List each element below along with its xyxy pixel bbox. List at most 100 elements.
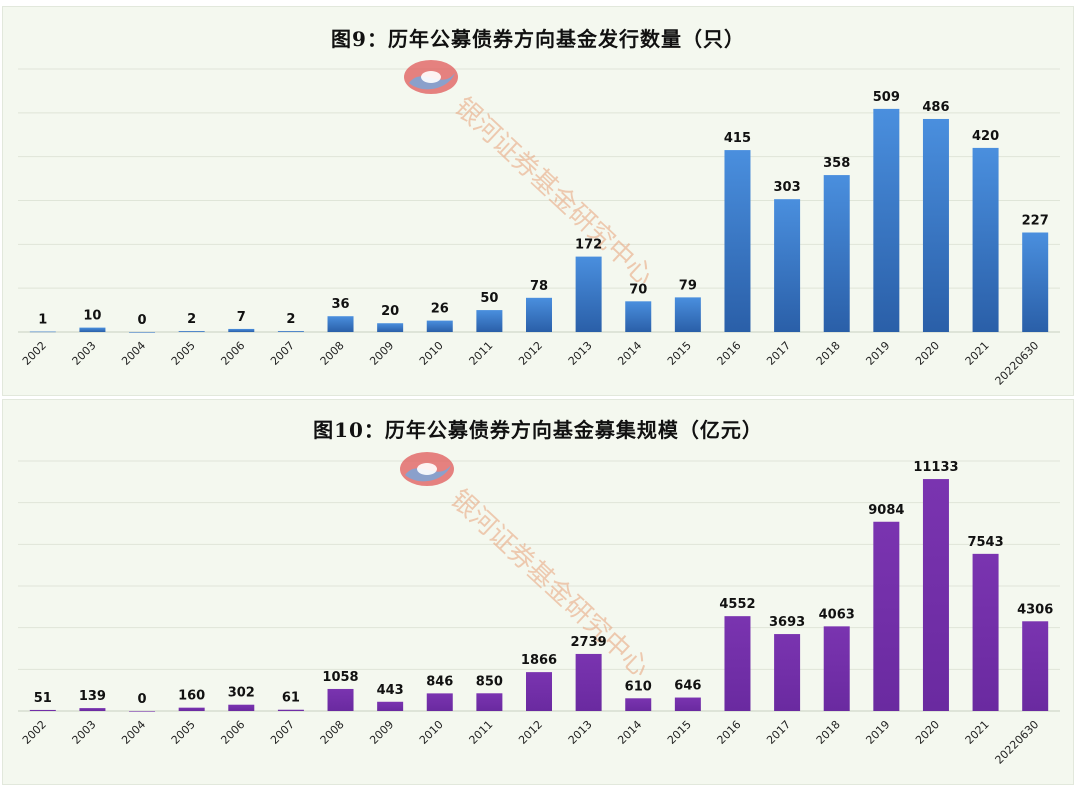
data-label: 0 [138, 313, 147, 328]
data-label: 509 [873, 90, 900, 105]
x-tick-label: 20220630 [993, 339, 1042, 388]
bar [823, 626, 850, 711]
x-tick-label: 2015 [665, 718, 694, 747]
x-tick-label: 2008 [318, 339, 347, 368]
x-tick-label: 2012 [516, 718, 545, 747]
data-label: 70 [629, 282, 647, 297]
x-tick-label: 2018 [814, 718, 843, 747]
bar [377, 323, 404, 332]
data-label: 3693 [769, 615, 805, 630]
x-tick-label: 2003 [70, 339, 99, 368]
x-tick-label: 2019 [863, 339, 892, 368]
x-tick-label: 2020 [913, 339, 942, 368]
data-label: 79 [679, 278, 697, 293]
bar [724, 150, 751, 332]
bar [674, 297, 701, 332]
data-label: 646 [674, 679, 701, 694]
x-tick-label: 2021 [963, 718, 992, 747]
chart-title: 图10：历年公募债券方向基金募集规模（亿元） [313, 418, 763, 442]
bar [29, 709, 56, 711]
data-label: 78 [530, 279, 548, 294]
watermark-logo-icon [404, 60, 458, 94]
x-tick-label: 2004 [119, 339, 148, 368]
data-label: 20 [381, 304, 399, 319]
x-tick-label: 2021 [963, 339, 992, 368]
data-label: 10 [83, 309, 101, 324]
x-tick-label: 2011 [467, 718, 496, 747]
x-tick-label: 2006 [218, 718, 247, 747]
x-tick-label: 2009 [367, 339, 396, 368]
x-tick-label: 2017 [764, 339, 793, 368]
data-label: 443 [377, 683, 404, 698]
x-tick-label: 2010 [417, 718, 446, 747]
watermark: 银河证券基金研究中心 [400, 452, 655, 683]
data-label: 9084 [868, 503, 904, 518]
bar [79, 327, 106, 332]
x-tick-label: 2004 [119, 718, 148, 747]
data-label: 51 [34, 691, 52, 706]
data-label: 850 [476, 674, 503, 689]
bar [228, 704, 255, 711]
bar [526, 297, 552, 332]
bar [426, 693, 453, 711]
watermark-text: 银河证券基金研究中心 [448, 92, 659, 291]
x-tick-label: 2002 [20, 718, 49, 747]
bar [873, 108, 900, 332]
x-tick-label: 2010 [417, 339, 446, 368]
x-tick-label: 2005 [169, 718, 198, 747]
data-label: 4306 [1017, 602, 1053, 617]
bar [79, 708, 106, 711]
x-tick-label: 2016 [715, 718, 744, 747]
data-label: 4552 [719, 597, 755, 612]
bar [575, 653, 602, 711]
data-label: 302 [228, 686, 255, 701]
x-tick-label: 2016 [715, 339, 744, 368]
x-tick-label: 2007 [268, 339, 297, 368]
x-tick-label: 2014 [615, 718, 644, 747]
data-label: 2 [286, 312, 295, 327]
data-label: 358 [823, 156, 850, 171]
x-tick-label: 2007 [268, 718, 297, 747]
bar [476, 310, 503, 332]
x-tick-label: 2015 [665, 339, 694, 368]
x-tick-label: 2003 [70, 718, 99, 747]
data-label: 11133 [913, 460, 958, 475]
bar [724, 616, 751, 711]
bar [625, 698, 652, 711]
bar [129, 332, 156, 333]
bar [29, 331, 56, 333]
bar [377, 701, 404, 711]
x-tick-label: 2018 [814, 339, 843, 368]
bar [277, 331, 304, 332]
chart-panel-fund-count: 图9：历年公募债券方向基金发行数量（只） 银河证券基金研究中心 1 2002 10 20… [2, 6, 1074, 396]
x-tick-label: 2020 [913, 718, 942, 747]
bar [476, 693, 503, 711]
x-tick-label: 2006 [218, 339, 247, 368]
data-label: 1 [38, 313, 47, 328]
bar-chart-fund-count: 银河证券基金研究中心 1 2002 10 2003 0 2004 2 2005 7 2006 2 200… [18, 60, 1060, 388]
data-label: 1866 [521, 653, 557, 668]
bar [873, 521, 900, 711]
x-tick-label: 2008 [318, 718, 347, 747]
data-label: 36 [331, 297, 349, 312]
bar [674, 697, 701, 711]
data-label: 172 [575, 238, 602, 253]
data-label: 846 [426, 674, 453, 689]
bar [228, 328, 255, 332]
bar [823, 175, 850, 332]
x-tick-label: 2002 [20, 339, 49, 368]
x-tick-label: 2009 [367, 718, 396, 747]
bar-chart-fund-scale: 银河证券基金研究中心 51 2002 139 2003 0 2004 160 2005 302 20… [18, 452, 1060, 767]
watermark-logo-icon [400, 452, 454, 486]
bar [625, 301, 652, 332]
data-label: 7 [237, 310, 246, 325]
chart-panel-fund-scale: 图10：历年公募债券方向基金募集规模（亿元） 银河证券基金研究中心 51 2002 1… [2, 399, 1074, 785]
data-label: 139 [79, 689, 106, 704]
bar [129, 711, 156, 712]
data-label: 160 [178, 689, 205, 704]
data-label: 50 [480, 291, 498, 306]
data-label: 26 [431, 302, 449, 317]
bar [277, 709, 304, 711]
bar [178, 331, 205, 332]
bar [972, 553, 999, 711]
